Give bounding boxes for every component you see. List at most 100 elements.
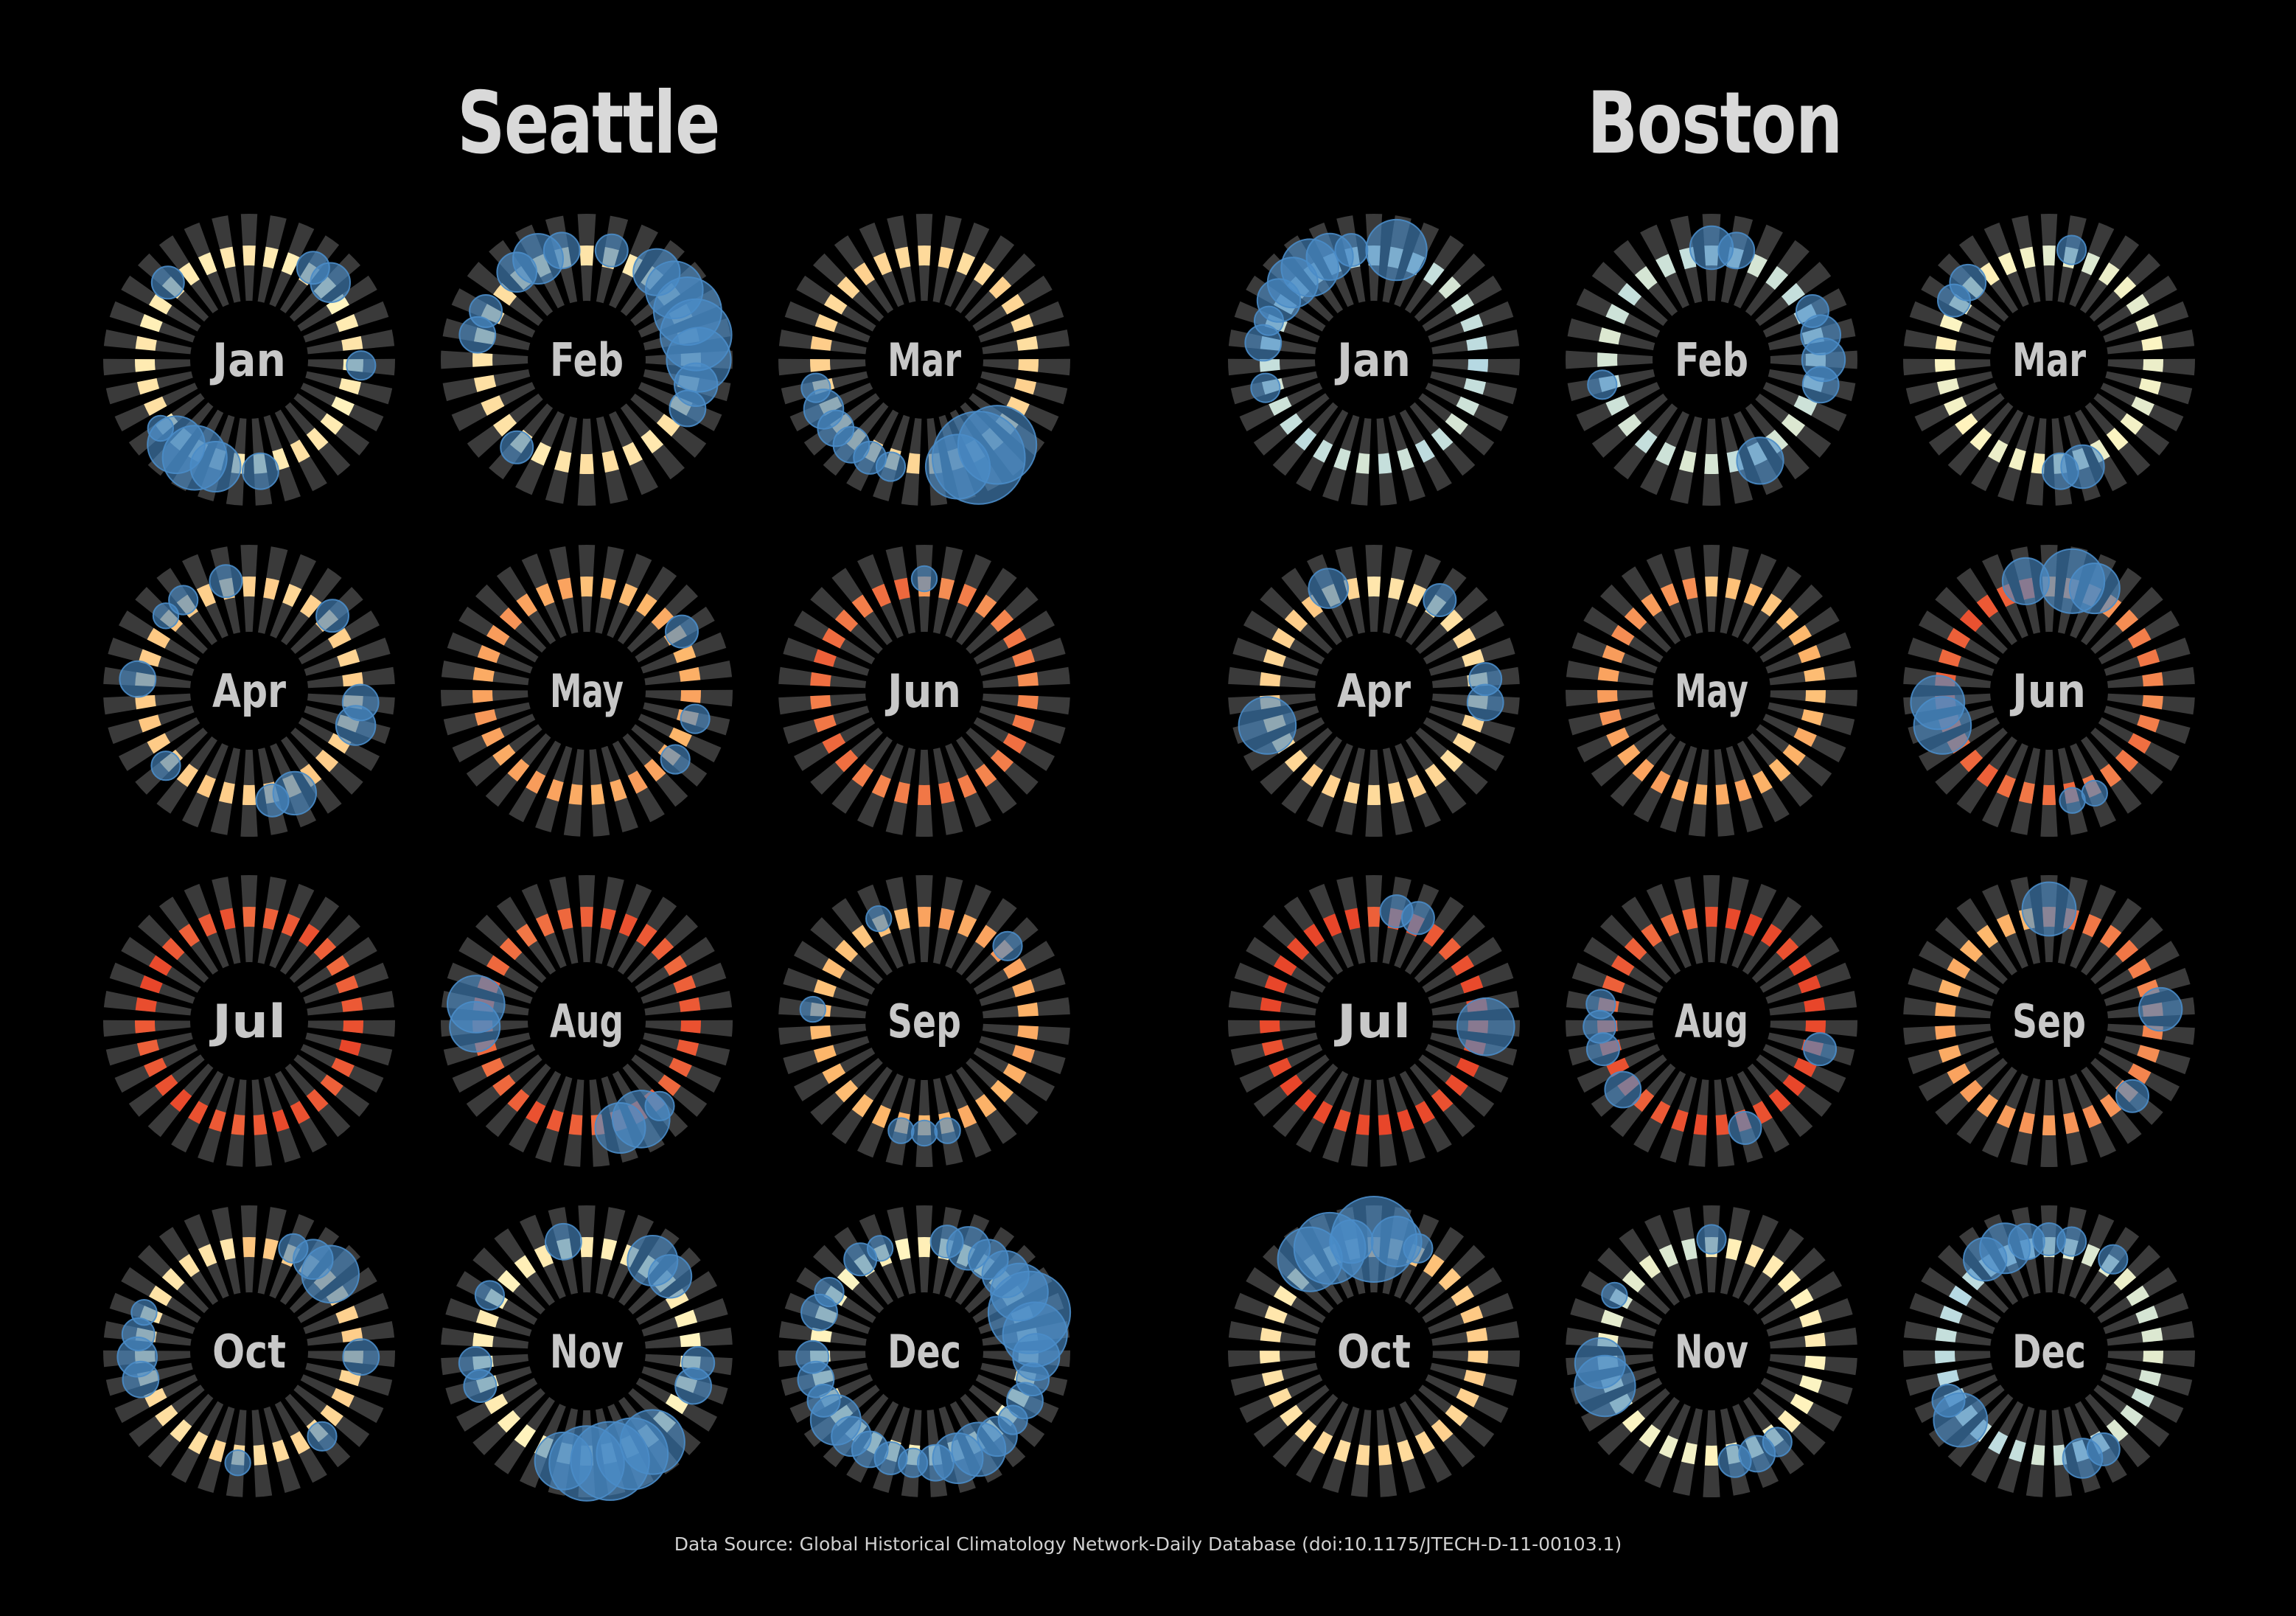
precipitation-mark (1587, 369, 1618, 400)
precipitation-mark (1931, 1383, 1966, 1418)
temperature-mark (1799, 1375, 1822, 1393)
month-label: Jun (2009, 664, 2086, 718)
city-group-seattle: Jan Feb Mar Apr May Jun Jul Aug Sep Oct Nov Dec (102, 213, 1072, 1502)
temperature-mark (810, 672, 831, 687)
temperature-mark (1367, 577, 1381, 597)
temperature-mark (155, 1404, 178, 1427)
precipitation-mark (147, 414, 175, 442)
temperature-mark (1269, 1057, 1292, 1077)
temperature-mark (526, 770, 546, 794)
temperature-mark (2142, 694, 2163, 710)
month-wheel-seattle-aug: Aug (440, 874, 733, 1167)
temperature-mark (618, 583, 638, 607)
temperature-mark (975, 924, 997, 948)
temperature-mark (1002, 627, 1027, 649)
temperature-mark (1725, 908, 1741, 930)
temperature-mark (1343, 781, 1360, 804)
temperature-mark (1423, 1254, 1445, 1278)
temperature-mark (486, 624, 510, 646)
temperature-mark (810, 694, 831, 710)
temperature-mark (535, 583, 555, 607)
temperature-mark (1274, 955, 1297, 976)
precipitation-mark (150, 265, 185, 300)
temperature-mark (1006, 396, 1030, 416)
temperature-mark (1438, 276, 1462, 299)
temperature-mark (326, 293, 349, 315)
temperature-mark (673, 975, 697, 994)
precipitation-mark (674, 1367, 712, 1405)
temperature-mark (1624, 938, 1647, 961)
precipitation-mark (1329, 1219, 1374, 1264)
temperature-mark (1260, 672, 1281, 687)
precipitation-mark (2115, 1079, 2149, 1113)
precipitation-mark (447, 975, 506, 1034)
temperature-mark (893, 908, 910, 930)
temperature-mark (1388, 577, 1405, 600)
temperature-mark (1431, 428, 1454, 451)
temperature-mark (306, 1089, 329, 1112)
temperature-mark (155, 1074, 178, 1096)
temperature-mark (1259, 359, 1280, 372)
temperature-mark (2082, 1104, 2102, 1129)
temperature-mark (170, 1419, 192, 1443)
month-wheel-seattle-jul: Jul (102, 874, 396, 1167)
temperature-mark (1752, 770, 1773, 794)
temperature-mark (507, 1089, 530, 1112)
temperature-mark (1017, 1002, 1039, 1017)
temperature-mark (242, 577, 257, 597)
temperature-mark (2042, 784, 2056, 805)
precipitation-mark (1728, 1111, 1762, 1145)
temperature-mark (1934, 359, 1955, 372)
temperature-mark (580, 906, 593, 927)
precipitation-mark (242, 452, 279, 490)
temperature-mark (1650, 770, 1671, 794)
temperature-mark (1976, 924, 1998, 948)
temperature-mark (1440, 609, 1464, 633)
temperature-mark (1269, 396, 1292, 416)
temperature-mark (814, 649, 837, 667)
temperature-mark (601, 1238, 618, 1261)
temperature-mark (1463, 378, 1486, 395)
temperature-mark (1605, 304, 1630, 324)
temperature-mark (1632, 759, 1655, 782)
temperature-mark (1407, 583, 1427, 607)
temperature-mark (1397, 1109, 1414, 1132)
temperature-mark (242, 1236, 256, 1258)
precipitation-mark (669, 389, 707, 428)
temperature-mark (1601, 1309, 1624, 1328)
temperature-mark (1367, 906, 1381, 927)
temperature-mark (956, 252, 976, 276)
temperature-mark (331, 1057, 355, 1077)
temperature-mark (957, 913, 977, 938)
temperature-mark (2115, 939, 2139, 963)
temperature-mark (1935, 335, 1957, 351)
city-group-boston: Jan Feb Mar Apr May Jun Jul Aug Sep Oct Nov Dec (1227, 213, 2196, 1498)
temperature-mark (1597, 352, 1618, 367)
temperature-mark (1452, 627, 1476, 649)
precipitation-mark (2068, 563, 2121, 615)
temperature-mark (893, 577, 910, 600)
precipitation-mark (887, 1117, 915, 1144)
temperature-mark (1996, 583, 2016, 607)
temperature-mark (134, 1020, 156, 1034)
temperature-mark (253, 1444, 268, 1466)
month-wheel-boston-apr: Apr (1228, 544, 1520, 837)
precipitation-mark (1334, 233, 1369, 268)
month-label: Nov (1675, 1325, 1748, 1379)
temperature-mark (135, 335, 157, 351)
temperature-mark (871, 1104, 891, 1129)
temperature-mark (2126, 1285, 2149, 1306)
temperature-mark (1969, 428, 1992, 451)
precipitation-mark (1466, 683, 1504, 722)
precipitation-mark (469, 294, 503, 328)
temperature-mark (1705, 906, 1718, 927)
temperature-mark (1788, 624, 1812, 646)
month-label: Sep (887, 995, 961, 1048)
precipitation-mark (2001, 557, 2050, 605)
temperature-mark (957, 583, 977, 607)
temperature-mark (209, 1109, 226, 1132)
precipitation-mark (1365, 218, 1428, 282)
temperature-mark (1462, 649, 1484, 667)
temperature-mark (938, 908, 955, 930)
month-wheel-seattle-jan: Jan (102, 213, 396, 506)
